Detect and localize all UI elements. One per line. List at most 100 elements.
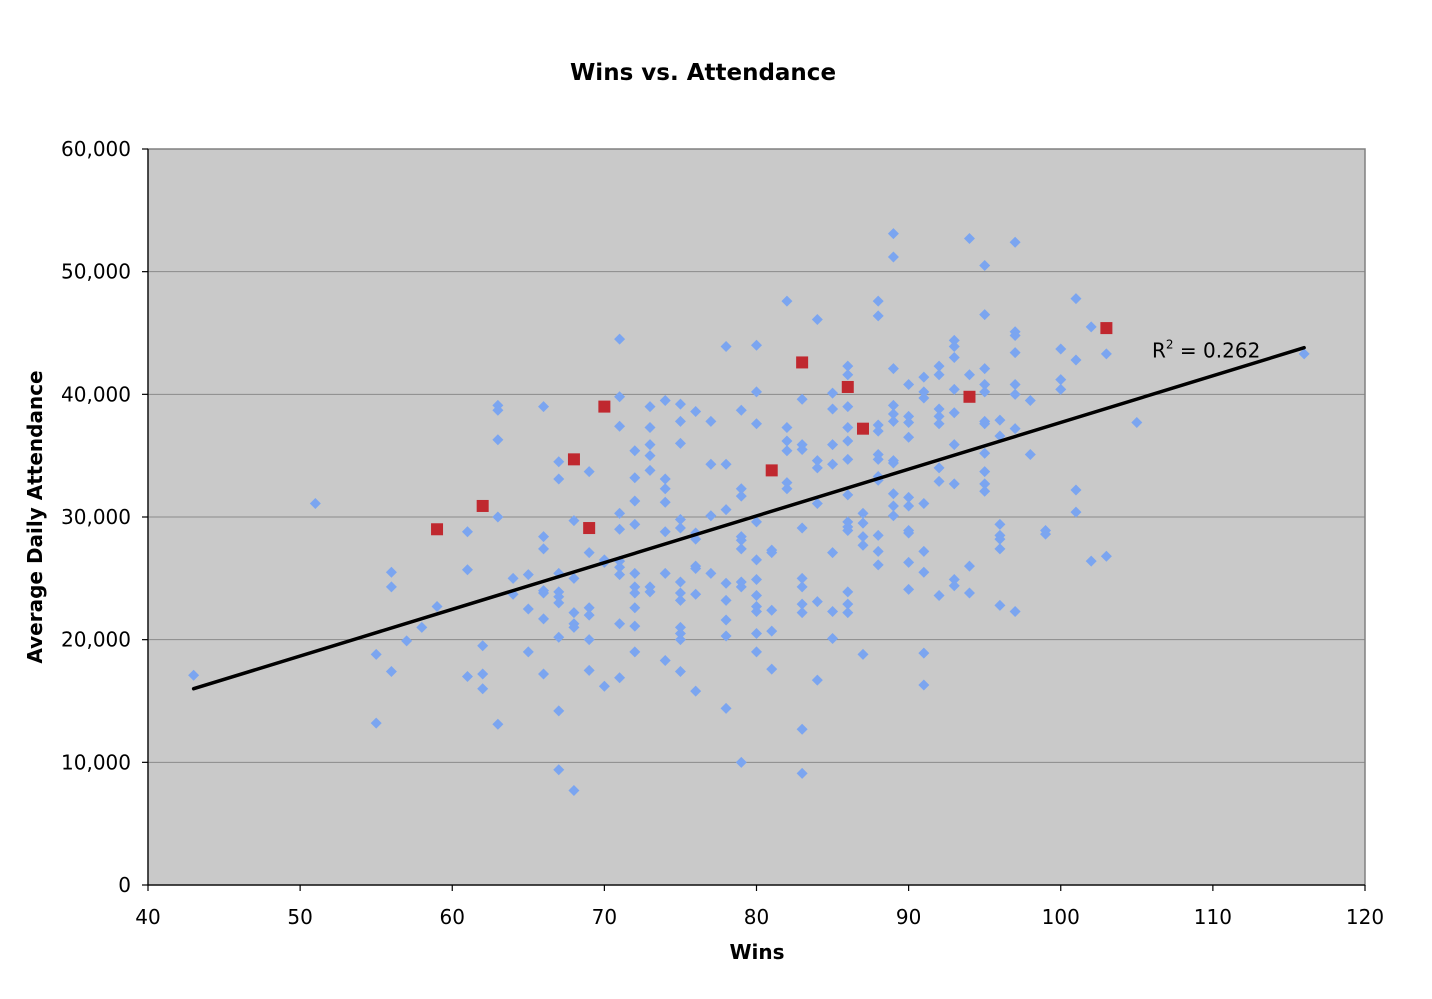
data-point-diamond — [614, 333, 626, 345]
data-point-diamond — [842, 453, 854, 465]
data-point-diamond — [781, 477, 793, 489]
data-point-square — [841, 380, 854, 393]
y-tick-label: 20,000 — [61, 628, 131, 652]
y-tick-label: 60,000 — [61, 137, 131, 161]
data-point-diamond — [492, 718, 504, 730]
data-point-diamond — [918, 545, 930, 557]
data-point-diamond — [1070, 293, 1082, 305]
data-point-diamond — [674, 666, 686, 678]
data-point-diamond — [979, 363, 991, 375]
data-point-diamond — [492, 511, 504, 523]
data-point-diamond — [933, 403, 945, 415]
data-point-diamond — [583, 664, 595, 676]
data-point-diamond — [477, 668, 489, 680]
data-point-square — [567, 453, 580, 466]
data-point-diamond — [553, 631, 565, 643]
data-point-diamond — [796, 581, 808, 593]
data-point-diamond — [629, 567, 641, 579]
data-point-diamond — [827, 547, 839, 559]
data-point-diamond — [522, 569, 534, 581]
data-point-diamond — [629, 495, 641, 507]
data-point-diamond — [918, 566, 930, 578]
data-point-diamond — [690, 406, 702, 418]
data-point-diamond — [918, 679, 930, 691]
data-point-diamond — [857, 531, 869, 543]
data-point-diamond — [1070, 354, 1082, 366]
data-point-diamond — [568, 785, 580, 797]
data-point-diamond — [751, 554, 762, 566]
data-point-diamond — [674, 594, 686, 606]
data-point-diamond — [1055, 383, 1067, 395]
data-point-diamond — [720, 458, 732, 470]
data-point-diamond — [568, 621, 580, 633]
x-tick-label: 100 — [1042, 905, 1080, 929]
data-point-diamond — [903, 410, 915, 422]
data-point-diamond — [751, 574, 762, 586]
data-point-diamond — [979, 260, 991, 272]
data-point-diamond — [538, 543, 550, 555]
axes: 40 50 60 70 80 90 100 110 120 0 10,000 20,000 30,000… — [61, 137, 1384, 929]
data-point-diamond — [568, 515, 580, 527]
data-point-diamond — [872, 545, 884, 557]
data-point-diamond — [629, 472, 641, 484]
data-point-diamond — [416, 621, 428, 633]
data-point-diamond — [781, 421, 793, 433]
data-point-diamond — [857, 517, 869, 529]
data-point-diamond — [659, 394, 671, 406]
data-point-diamond — [751, 339, 762, 351]
data-point-diamond — [903, 491, 915, 503]
data-point-diamond — [827, 439, 839, 451]
data-point-diamond — [1024, 448, 1036, 460]
data-point-diamond — [903, 556, 915, 568]
y-tick-label: 10,000 — [61, 750, 131, 774]
data-point-diamond — [918, 371, 930, 383]
data-point-diamond — [979, 478, 991, 490]
data-point-diamond — [933, 360, 945, 372]
data-point-diamond — [872, 295, 884, 307]
data-point-diamond — [948, 478, 960, 490]
data-point-diamond — [963, 369, 975, 381]
data-point-diamond — [948, 407, 960, 419]
data-point-diamond — [994, 543, 1006, 555]
data-point-diamond — [948, 574, 960, 586]
data-point-diamond — [477, 640, 489, 652]
data-point-diamond — [979, 379, 991, 391]
data-point-diamond — [674, 576, 686, 588]
data-point-diamond — [796, 572, 808, 584]
data-point-diamond — [735, 756, 747, 768]
data-point-diamond — [629, 646, 641, 658]
data-point-diamond — [385, 666, 397, 678]
data-point-diamond — [872, 529, 884, 541]
data-point-diamond — [979, 309, 991, 321]
data-point-diamond — [431, 601, 443, 613]
data-point-diamond — [918, 386, 930, 398]
y-axis-title: Average Daily Attendance — [23, 370, 47, 663]
data-point-diamond — [948, 352, 960, 364]
data-point-diamond — [796, 444, 808, 456]
data-point-diamond — [948, 334, 960, 346]
data-point-diamond — [933, 418, 945, 430]
data-point-diamond — [796, 723, 808, 735]
data-point-diamond — [751, 605, 762, 617]
data-point-diamond — [309, 498, 321, 510]
data-point-diamond — [979, 447, 991, 459]
data-point-diamond — [887, 510, 899, 522]
data-point-diamond — [948, 340, 960, 352]
data-point-diamond — [903, 527, 915, 539]
data-point-diamond — [720, 504, 732, 516]
data-point-diamond — [979, 485, 991, 497]
data-point-diamond — [659, 483, 671, 495]
data-point-diamond — [674, 628, 686, 640]
data-point-diamond — [842, 598, 854, 610]
data-point-diamond — [674, 634, 686, 646]
data-point-diamond — [735, 543, 747, 555]
data-points — [188, 228, 1310, 797]
data-point-diamond — [720, 702, 732, 714]
data-point-diamond — [583, 602, 595, 614]
data-point-diamond — [598, 680, 610, 692]
data-point-diamond — [614, 507, 626, 519]
data-point-diamond — [918, 647, 930, 659]
data-point-diamond — [857, 648, 869, 660]
data-point-diamond — [583, 466, 595, 478]
